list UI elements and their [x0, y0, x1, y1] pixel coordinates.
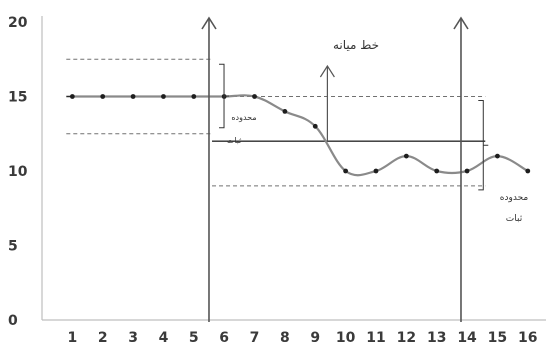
center-line-label: خط میانه	[333, 38, 379, 52]
x-tick-label: 6	[219, 330, 229, 346]
x-tick-label: 10	[336, 330, 356, 346]
data-point-2	[100, 94, 106, 99]
data-point-14	[464, 168, 470, 174]
x-tick-label: 3	[128, 330, 138, 346]
data-point-3	[130, 94, 136, 99]
x-tick-label: 7	[250, 330, 260, 346]
y-tick-label: 20	[8, 15, 28, 31]
x-tick-label: 14	[457, 330, 477, 346]
x-tick-label: 16	[518, 330, 537, 346]
data-point-15	[495, 153, 500, 159]
y-tick-label: 0	[8, 313, 18, 329]
data-point-7	[252, 94, 257, 99]
y-tick-label: 15	[8, 90, 27, 106]
stability-brace-2	[478, 100, 489, 191]
x-tick-label: 2	[98, 330, 108, 346]
data-point-4	[161, 94, 166, 99]
data-point-13	[434, 168, 440, 174]
center-line-pointer-head	[319, 64, 335, 78]
x-tick-label: 1	[67, 330, 77, 346]
x-tick-label: 13	[427, 330, 446, 346]
data-point-16	[525, 168, 531, 174]
data-point-8	[282, 109, 288, 114]
shift-marker-2-head	[453, 16, 469, 30]
data-series-line	[72, 94, 529, 177]
data-point-12	[403, 153, 409, 159]
shift-marker-1-head	[201, 16, 217, 30]
x-tick-label: 5	[189, 330, 199, 346]
data-point-5	[191, 94, 197, 99]
y-tick-label: 5	[8, 239, 18, 255]
x-tick-label: 8	[280, 330, 290, 346]
stability-range-label-1-line1: محدوده	[231, 113, 256, 122]
y-tick-label: 10	[8, 164, 28, 180]
x-tick-label: 15	[488, 330, 507, 346]
stability-range-label-2-line2: ثبات	[506, 214, 523, 224]
data-point-11	[373, 168, 379, 174]
data-point-9	[312, 123, 318, 129]
data-point-10	[343, 168, 349, 174]
x-tick-label: 4	[159, 330, 169, 346]
x-tick-label: 11	[366, 330, 385, 346]
stability-range-label-1-line2: ثبات	[227, 136, 242, 145]
x-tick-label: 12	[397, 330, 416, 346]
x-tick-label: 9	[310, 330, 320, 346]
stability-brace-1	[219, 63, 230, 129]
stability-range-label-2-line1: محدوده	[500, 193, 529, 203]
data-point-1	[69, 94, 75, 99]
